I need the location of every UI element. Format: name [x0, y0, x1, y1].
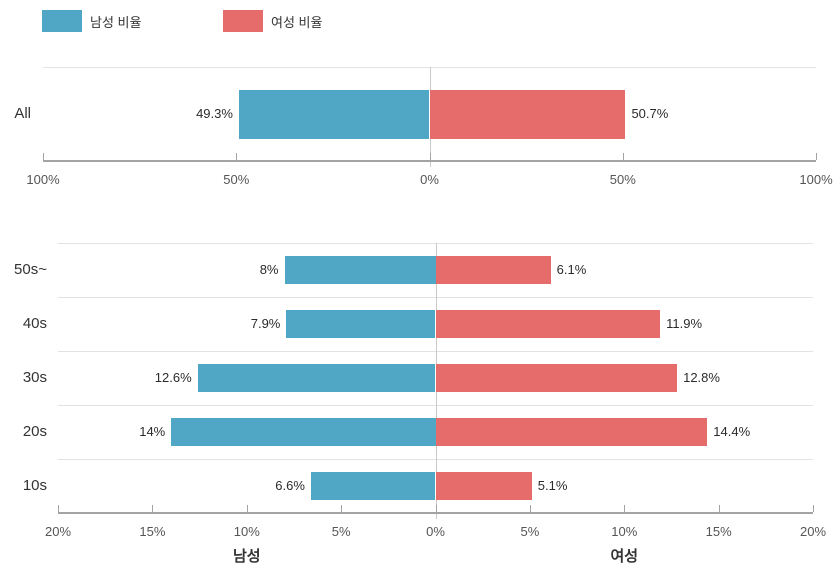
axis-line [43, 160, 816, 162]
legend-label-female: 여성 비율 [271, 14, 323, 30]
axis-tick-label: 100% [26, 172, 60, 187]
legend-swatch-female-icon [223, 10, 263, 32]
value-label-female: 6.1% [556, 262, 587, 277]
bar-male [238, 89, 430, 139]
value-label-female: 5.1% [537, 478, 568, 493]
axis-tick [813, 505, 814, 512]
axis-tick [43, 153, 44, 160]
axis-title-female: 여성 [610, 548, 639, 565]
axis-tick-label: 20% [44, 524, 72, 539]
category-label: 30s [22, 369, 47, 386]
value-label-male: 12.6% [154, 370, 192, 385]
axis-title-male: 남성 [232, 548, 261, 565]
axis-tick [624, 505, 626, 512]
value-label-male: 8% [259, 262, 279, 277]
value-label-female: 12.8% [683, 370, 720, 385]
category-label: 10s [22, 477, 47, 494]
bar-female [435, 418, 708, 446]
axis-tick-label: 0% [426, 524, 445, 539]
axis-tick [236, 153, 238, 160]
bar-male [197, 364, 436, 392]
axis-tick-label: 10% [611, 524, 638, 539]
axis-tick [529, 505, 531, 512]
axis-tick-label: 15% [139, 524, 166, 539]
axis-tick-label: 50% [609, 172, 636, 187]
axis-tick-label: 5% [520, 524, 540, 539]
axis-tick [622, 153, 624, 160]
bar-male [286, 310, 436, 338]
value-label-female: 50.7% [631, 106, 669, 121]
axis-tick-label: 15% [705, 524, 732, 539]
value-label-female: 11.9% [666, 316, 703, 331]
value-label-male: 6.6% [275, 478, 305, 493]
bar-male [310, 472, 436, 500]
value-label-female: 14.4% [713, 424, 751, 439]
value-label-male: 14% [139, 424, 166, 439]
legend-label-male: 남성 비율 [90, 14, 142, 30]
bar-female [435, 310, 661, 338]
legend-item-male: 남성 비율 [42, 10, 141, 32]
legend-item-female: 여성 비율 [223, 10, 322, 32]
axis-tick-label: 5% [331, 524, 351, 539]
legend-swatch-male-icon [42, 10, 82, 32]
category-label: 20s [22, 423, 47, 440]
axis-tick [341, 505, 343, 512]
bar-male [171, 418, 436, 446]
bar-female [435, 364, 678, 392]
axis-tick [429, 153, 431, 160]
axis-tick [718, 505, 720, 512]
bar-female [435, 472, 532, 500]
category-label: 40s [22, 315, 47, 332]
axis-tick-label: 0% [420, 172, 439, 187]
bar-female [429, 89, 626, 139]
axis-tick-label: 10% [233, 524, 260, 539]
axis-tick [152, 505, 154, 512]
axis-tick [58, 505, 59, 512]
category-label: All [14, 105, 31, 122]
value-label-male: 7.9% [250, 316, 281, 331]
axis-tick [246, 505, 248, 512]
bar-male [284, 256, 436, 284]
bar-female [435, 256, 551, 284]
axis-tick-label: 100% [799, 172, 833, 187]
axis-tick [816, 153, 817, 160]
value-label-male: 49.3% [196, 106, 233, 121]
axis-tick-label: 20% [799, 524, 827, 539]
category-label: 50s~ [14, 261, 47, 278]
axis-tick-label: 50% [223, 172, 250, 187]
axis-tick [435, 505, 437, 512]
axis-line [58, 512, 813, 514]
